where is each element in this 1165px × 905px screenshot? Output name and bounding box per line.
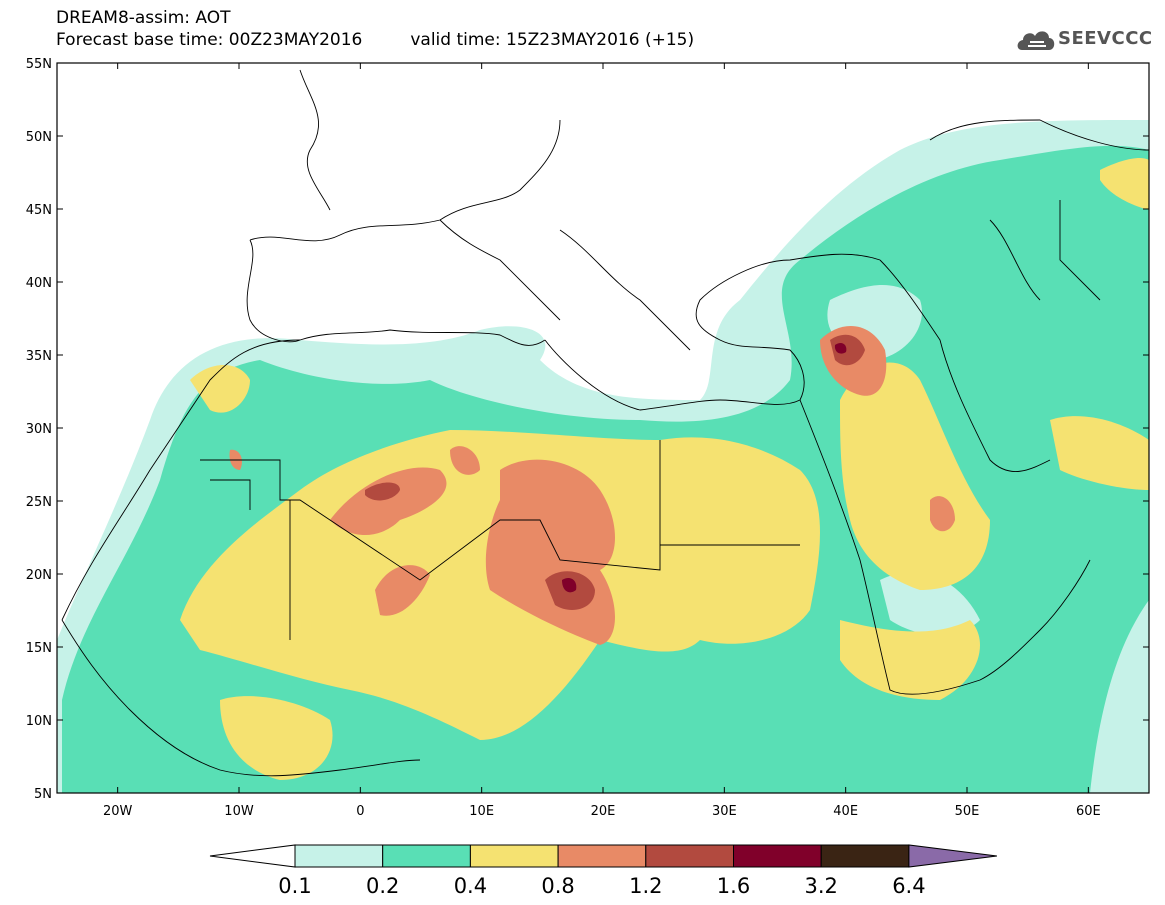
colorbar-high-arrow [908, 844, 997, 868]
logo-text: SEEVCCC [1058, 28, 1153, 49]
colorbar-swatch [733, 844, 822, 868]
lat-tick-label: 20N [26, 568, 52, 583]
cloud-icon [1017, 31, 1055, 50]
lon-tick-label: 50E [955, 804, 980, 819]
colorbar-label: 0.2 [366, 874, 399, 898]
lat-tick-label: 40N [26, 276, 52, 291]
lat-tick-label: 35N [26, 349, 52, 364]
axis-ticks: 55N 50N 45N 40N 35N 30N 25N 20N 15N 10N 5N 20W 10W 0 1… [26, 57, 1149, 819]
colorbar-swatch [382, 844, 471, 868]
lon-tick-label: 10W [224, 804, 254, 819]
lon-tick-label: 10E [469, 804, 494, 819]
lon-tick-label: 30E [712, 804, 737, 819]
colorbar-swatch [294, 844, 384, 868]
colorbar-label: 0.4 [454, 874, 487, 898]
aot-field [57, 120, 1149, 793]
base-time: Forecast base time: 00Z23MAY2016 [56, 30, 363, 50]
lat-tick-label: 55N [26, 57, 52, 72]
colorbar: 0.1 0.2 0.4 0.8 1.2 1.6 3.2 6.4 [209, 844, 997, 898]
valid-time: valid time: 15Z23MAY2016 (+15) [410, 30, 695, 50]
lon-tick-label: 40E [833, 804, 858, 819]
time-info: Forecast base time: 00Z23MAY2016 valid ti… [56, 30, 694, 50]
lat-tick-label: 30N [26, 422, 52, 437]
lat-tick-label: 5N [34, 787, 52, 802]
lon-tick-label: 20W [103, 804, 133, 819]
lat-tick-label: 10N [26, 714, 52, 729]
colorbar-swatch [469, 844, 559, 868]
lat-tick-label: 45N [26, 203, 52, 218]
lon-tick-label: 20E [591, 804, 616, 819]
colorbar-low-arrow [209, 844, 296, 868]
colorbar-label: 6.4 [892, 874, 925, 898]
colorbar-swatch [557, 844, 647, 868]
colorbar-label: 1.6 [717, 874, 750, 898]
lon-tick-label: 60E [1076, 804, 1101, 819]
chart-title: DREAM8-assim: AOT [56, 8, 231, 28]
coastlines [61, 69, 1149, 777]
colorbar-label: 3.2 [804, 874, 837, 898]
colorbar-label: 0.1 [278, 874, 311, 898]
colorbar-swatch [820, 844, 910, 868]
colorbar-label: 0.8 [541, 874, 574, 898]
colorbar-swatch [645, 844, 734, 868]
lon-tick-label: 0 [356, 804, 364, 819]
lat-tick-label: 50N [26, 130, 52, 145]
lat-tick-label: 15N [26, 641, 52, 656]
colorbar-label: 1.2 [629, 874, 662, 898]
lat-tick-label: 25N [26, 495, 52, 510]
